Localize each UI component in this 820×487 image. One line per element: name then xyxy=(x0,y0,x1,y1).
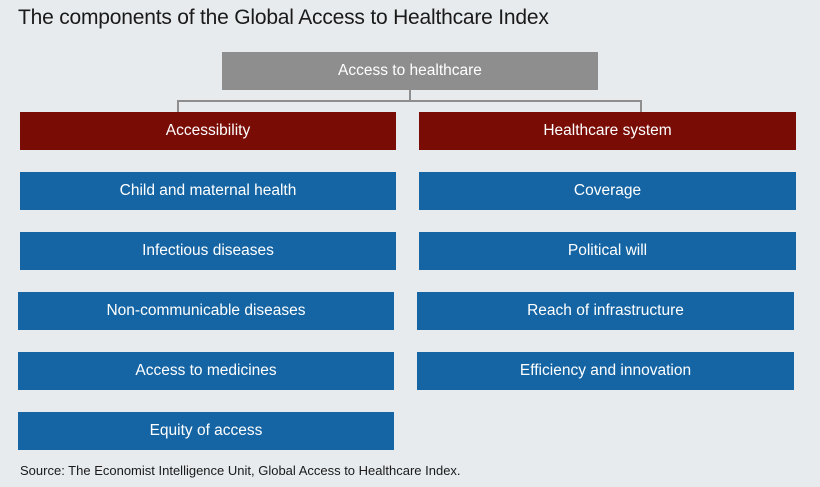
item-coverage: Coverage xyxy=(419,172,796,210)
item-equity-of-access: Equity of access xyxy=(18,412,394,450)
root-node: Access to healthcare xyxy=(222,52,598,90)
chart-title: The components of the Global Access to H… xyxy=(18,6,549,29)
branch-healthcare-system: Healthcare system xyxy=(419,112,796,150)
item-non-communicable-diseases: Non-communicable diseases xyxy=(18,292,394,330)
item-reach-of-infrastructure: Reach of infrastructure xyxy=(417,292,794,330)
item-child-maternal-health: Child and maternal health xyxy=(20,172,396,210)
item-political-will: Political will xyxy=(419,232,796,270)
source-note: Source: The Economist Intelligence Unit,… xyxy=(20,463,461,478)
item-access-to-medicines: Access to medicines xyxy=(18,352,394,390)
branch-accessibility: Accessibility xyxy=(20,112,396,150)
item-efficiency-and-innovation: Efficiency and innovation xyxy=(417,352,794,390)
item-infectious-diseases: Infectious diseases xyxy=(20,232,396,270)
